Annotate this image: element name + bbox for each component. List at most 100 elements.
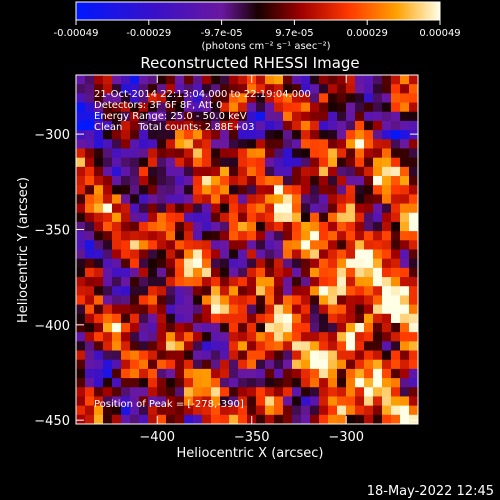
heatmap-pixel [238,322,248,333]
heatmap-pixel [247,166,257,177]
heatmap-pixel [265,93,275,104]
heatmap-pixel [130,341,140,352]
heatmap-pixel [409,387,419,397]
heatmap-pixel [103,359,113,370]
heatmap-pixel [283,378,293,388]
heatmap-pixel [274,258,284,269]
heatmap-pixel [292,332,302,342]
heatmap-pixel [337,157,347,168]
heatmap-pixel [328,166,338,177]
heatmap-pixel [364,166,374,177]
heatmap-pixel [184,387,194,397]
heatmap-pixel [193,332,203,342]
heatmap-pixel [256,221,266,232]
heatmap-pixel [391,295,401,306]
heatmap-pixel [148,359,158,370]
heatmap-pixel [148,249,158,260]
heatmap-pixel [292,75,302,85]
heatmap-pixel [103,221,113,232]
heatmap-pixel [220,258,230,269]
heatmap-pixel [175,130,185,140]
heatmap-pixel [130,286,140,296]
heatmap-pixel [274,93,284,104]
heatmap-pixel [112,359,122,370]
heatmap-pixel [175,313,185,324]
heatmap-pixel [157,231,167,241]
heatmap-pixel [229,212,239,223]
heatmap-pixel [148,304,158,315]
heatmap-pixel [301,332,311,342]
heatmap-pixel [382,102,392,113]
heatmap-pixel [337,359,347,370]
heatmap-pixel [76,313,86,324]
heatmap-pixel [238,185,248,195]
heatmap-pixel [121,231,131,241]
heatmap-pixel [121,212,131,223]
heatmap-pixel [409,304,419,315]
heatmap-pixel [166,139,176,149]
heatmap-pixel [112,249,122,260]
heatmap-pixel [139,120,149,131]
heatmap-pixel [148,396,158,407]
heatmap-pixel [130,304,140,315]
heatmap-pixel [121,350,131,361]
heatmap-pixel [139,295,149,306]
heatmap-pixel [310,157,320,168]
heatmap-pixel [247,387,257,397]
heatmap-pixel [139,221,149,232]
heatmap-pixel [139,75,149,85]
heatmap-pixel [184,139,194,149]
heatmap-pixel [157,304,167,315]
heatmap-pixel [373,341,383,352]
heatmap-pixel [103,176,113,186]
heatmap-pixel [409,396,419,407]
heatmap-pixel [139,267,149,278]
heatmap-pixel [364,148,374,159]
heatmap-pixel [346,148,356,159]
heatmap-pixel [85,240,95,250]
heatmap-pixel [301,185,311,195]
heatmap-pixel [238,130,248,140]
heatmap-pixel [220,322,230,333]
heatmap-pixel [157,322,167,333]
heatmap-pixel [193,350,203,361]
heatmap-pixel [400,240,410,250]
heatmap-pixel [112,396,122,407]
heatmap-pixel [391,322,401,333]
heatmap-pixel [112,313,122,324]
heatmap-pixel [382,378,392,388]
heatmap-pixel [76,148,86,159]
heatmap-pixel [202,166,212,177]
heatmap-pixel [130,249,140,260]
heatmap-pixel [391,378,401,388]
heatmap-pixel [148,157,158,168]
heatmap-pixel [175,166,185,177]
heatmap-pixel [274,130,284,140]
heatmap-pixel [409,332,419,342]
heatmap-pixel [112,277,122,287]
heatmap-pixel [319,350,329,361]
heatmap-pixel [373,148,383,159]
heatmap-pixel [346,368,356,379]
heatmap-pixel [319,93,329,104]
heatmap-pixel [364,304,374,315]
colorbar-tick-label: 0.00049 [419,28,460,39]
heatmap-pixel [175,212,185,223]
heatmap-pixel [373,286,383,296]
heatmap-pixel [292,341,302,352]
heatmap-pixel [346,240,356,250]
heatmap-pixel [157,332,167,342]
heatmap-pixel [238,387,248,397]
colorbar-tick-label: -0.00049 [54,28,99,39]
heatmap-pixel [121,258,131,269]
heatmap-pixel [166,267,176,278]
heatmap-pixel [391,313,401,324]
heatmap-pixel [202,75,212,85]
heatmap-pixel [355,221,365,232]
heatmap-pixel [76,166,86,177]
heatmap-pixel [220,313,230,324]
heatmap-pixel [175,322,185,333]
x-tick-label: −300 [328,430,364,445]
heatmap-pixel [265,359,275,370]
heatmap-pixel [121,240,131,250]
